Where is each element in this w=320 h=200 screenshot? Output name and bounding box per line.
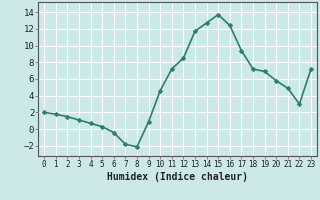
X-axis label: Humidex (Indice chaleur): Humidex (Indice chaleur): [107, 172, 248, 182]
